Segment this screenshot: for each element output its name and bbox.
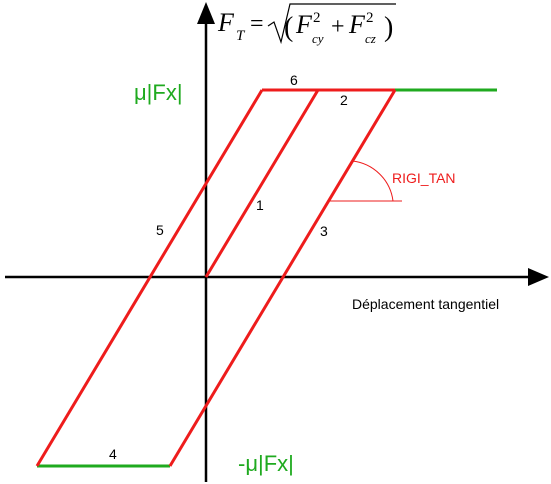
formula-lhs: F (217, 8, 235, 37)
paren-open: ( (284, 12, 293, 43)
mu-fx-negative-label: -μ|Fx| (238, 451, 294, 476)
formula-plus: + (331, 14, 345, 40)
x-axis-arrow-icon (528, 268, 549, 286)
segment-label-2: 2 (340, 92, 348, 108)
formula-f1: F (295, 10, 313, 39)
formula-lhs-sub: T (236, 28, 246, 44)
paren-close: ) (384, 12, 393, 43)
formula-f2-sub: cz (365, 31, 376, 46)
x-axis-label: Déplacement tangentiel (352, 296, 499, 312)
segment-label-6: 6 (290, 72, 298, 88)
segment-label-3: 3 (320, 223, 328, 239)
mu-fx-positive-label: μ|Fx| (134, 80, 183, 105)
rigi-tan-arc (351, 160, 394, 202)
rigi-tan-label: RIGI_TAN (392, 170, 456, 186)
slope-loading-1 (204, 89, 320, 278)
formula-f2: F (348, 10, 366, 39)
segment-label-4: 4 (109, 446, 117, 462)
y-axis-arrow-icon (197, 2, 215, 24)
formula-equals: = (250, 11, 264, 37)
segment-label-5: 5 (156, 222, 164, 238)
slope-reloading-5 (35, 89, 264, 467)
sqrt-sign-icon (267, 3, 396, 45)
formula-f1-sup: 2 (313, 10, 321, 26)
formula-f1-sub: cy (312, 31, 324, 46)
segment-label-1: 1 (256, 197, 264, 213)
tangential-force-formula: F T = ( F 2 cy + F 2 cz ) (217, 3, 396, 46)
slope-unloading-3 (168, 89, 397, 467)
formula-f2-sup: 2 (366, 10, 374, 26)
